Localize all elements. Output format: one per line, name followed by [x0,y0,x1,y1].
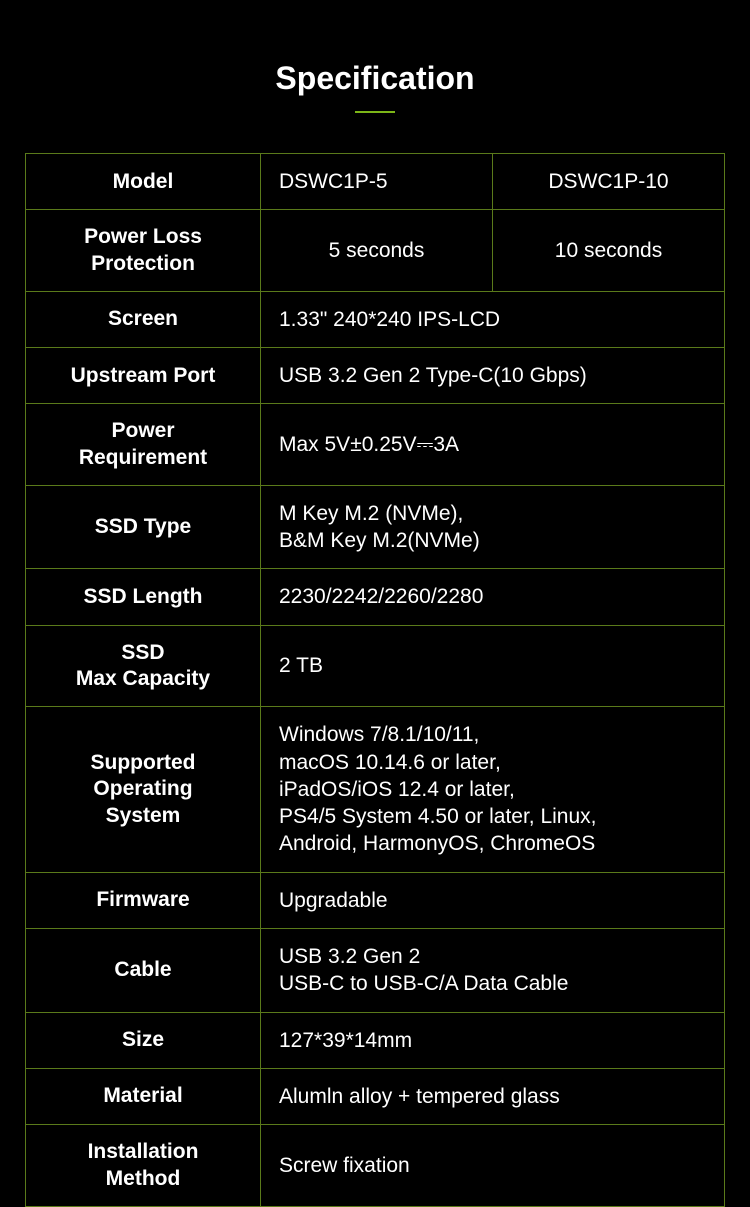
table-row: Power Loss Protection5 seconds10 seconds [26,210,725,292]
table-row: Size127*39*14mm [26,1012,725,1068]
spec-label: Firmware [26,872,261,928]
table-row: Upstream PortUSB 3.2 Gen 2 Type-C(10 Gbp… [26,348,725,404]
table-row: ModelDSWC1P-5DSWC1P-10 [26,154,725,210]
table-body: ModelDSWC1P-5DSWC1P-10Power Loss Protect… [26,154,725,1207]
spec-label: Power Requirement [26,404,261,486]
spec-value: DSWC1P-10 [493,154,725,210]
spec-label: SSD Max Capacity [26,625,261,707]
spec-label: SSD Length [26,569,261,625]
spec-value: Windows 7/8.1/10/11, macOS 10.14.6 or la… [261,707,725,872]
specification-table: ModelDSWC1P-5DSWC1P-10Power Loss Protect… [25,153,725,1207]
spec-value: Screw fixation [261,1125,725,1207]
spec-value: Max 5V±0.25V⎓3A [261,404,725,486]
spec-label: Model [26,154,261,210]
spec-value: 2230/2242/2260/2280 [261,569,725,625]
table-row: Installation MethodScrew fixation [26,1125,725,1207]
spec-value: 5 seconds [261,210,493,292]
table-row: SSD Max Capacity2 TB [26,625,725,707]
spec-label: Power Loss Protection [26,210,261,292]
spec-value: Upgradable [261,872,725,928]
spec-label: Screen [26,291,261,347]
table-row: SSD Length2230/2242/2260/2280 [26,569,725,625]
spec-value: Alumln alloy + tempered glass [261,1068,725,1124]
spec-value: 127*39*14mm [261,1012,725,1068]
spec-label: SSD Type [26,485,261,569]
table-row: MaterialAlumln alloy + tempered glass [26,1068,725,1124]
spec-value: USB 3.2 Gen 2 USB-C to USB-C/A Data Cabl… [261,929,725,1013]
table-row: CableUSB 3.2 Gen 2 USB-C to USB-C/A Data… [26,929,725,1013]
spec-value: 1.33" 240*240 IPS-LCD [261,291,725,347]
spec-value: M Key M.2 (NVMe), B&M Key M.2(NVMe) [261,485,725,569]
spec-label: Supported Operating System [26,707,261,872]
spec-value: DSWC1P-5 [261,154,493,210]
table-row: Supported Operating SystemWindows 7/8.1/… [26,707,725,872]
spec-value: 10 seconds [493,210,725,292]
table-row: Screen1.33" 240*240 IPS-LCD [26,291,725,347]
spec-label: Cable [26,929,261,1013]
spec-value: USB 3.2 Gen 2 Type-C(10 Gbps) [261,348,725,404]
spec-label: Installation Method [26,1125,261,1207]
table-row: FirmwareUpgradable [26,872,725,928]
spec-label: Upstream Port [26,348,261,404]
spec-value: 2 TB [261,625,725,707]
title-container: Specification [0,60,750,113]
spec-label: Material [26,1068,261,1124]
spec-label: Size [26,1012,261,1068]
title-underline [355,111,395,113]
table-row: Power RequirementMax 5V±0.25V⎓3A [26,404,725,486]
table-row: SSD TypeM Key M.2 (NVMe), B&M Key M.2(NV… [26,485,725,569]
page-title: Specification [0,60,750,97]
